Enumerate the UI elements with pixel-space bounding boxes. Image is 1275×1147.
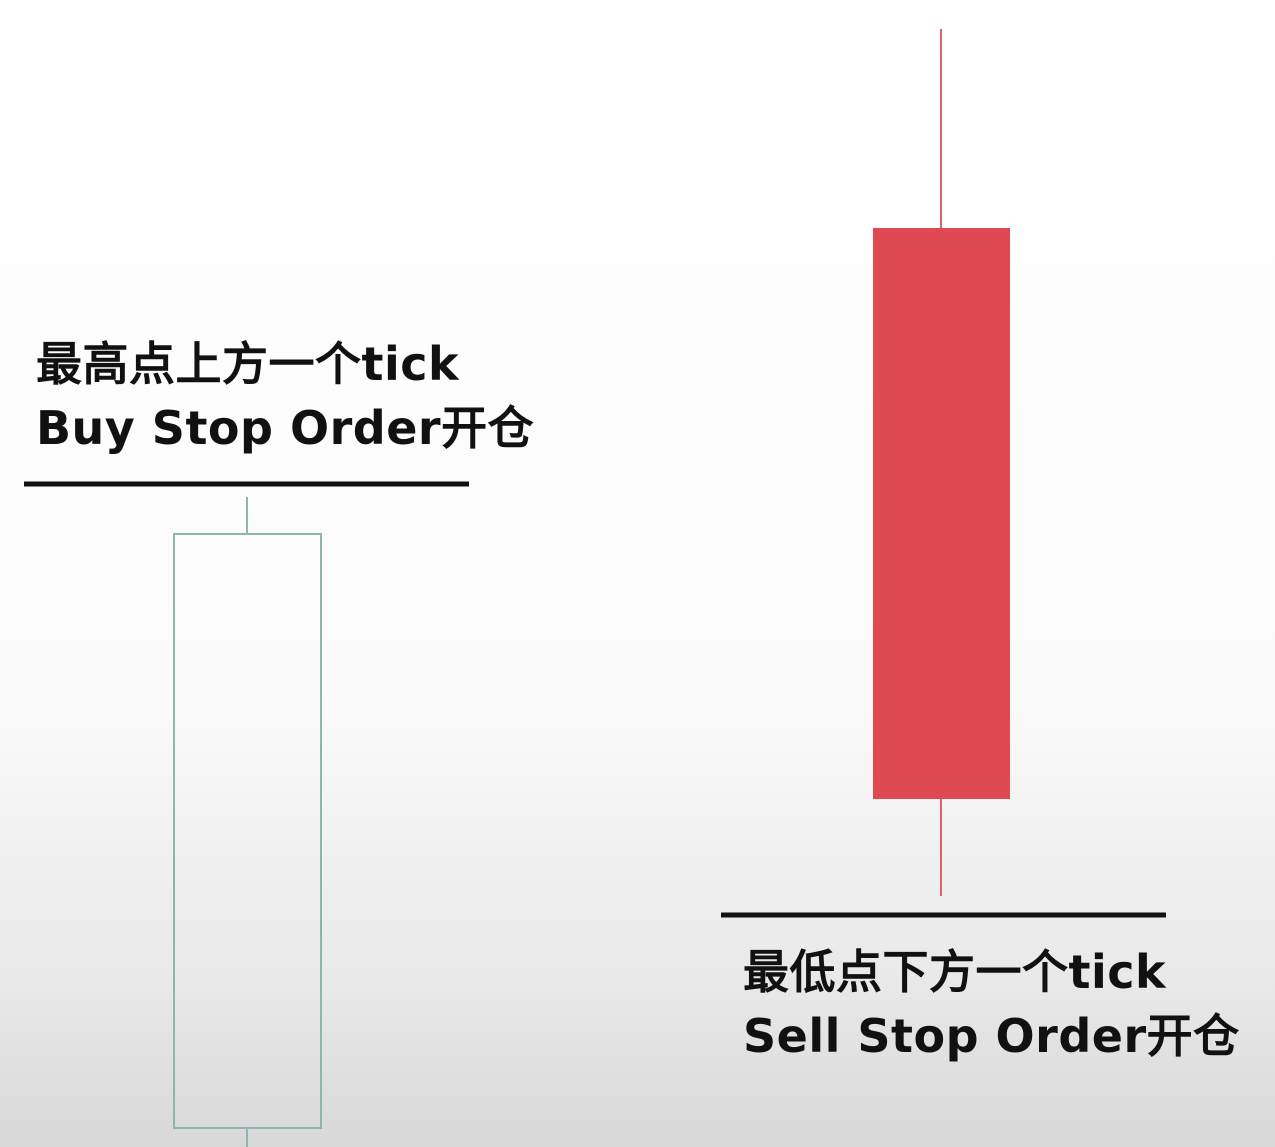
bullish-candle [173, 497, 322, 1147]
sell-annotation-line2: Sell Stop Order开仓 [743, 1009, 1240, 1063]
bearish-candle [873, 29, 1010, 896]
buy-annotation-line1: 最高点上方一个tick [36, 337, 460, 391]
bearish-candle-body [873, 228, 1010, 799]
sell-annotation-line1: 最低点下方一个tick [743, 945, 1167, 999]
bullish-candle-body [173, 533, 322, 1129]
sell-stop-annotation: 最低点下方一个tick Sell Stop Order开仓 [743, 940, 1240, 1068]
buy-stop-annotation: 最高点上方一个tick Buy Stop Order开仓 [36, 332, 534, 460]
buy-annotation-line2: Buy Stop Order开仓 [36, 401, 535, 455]
